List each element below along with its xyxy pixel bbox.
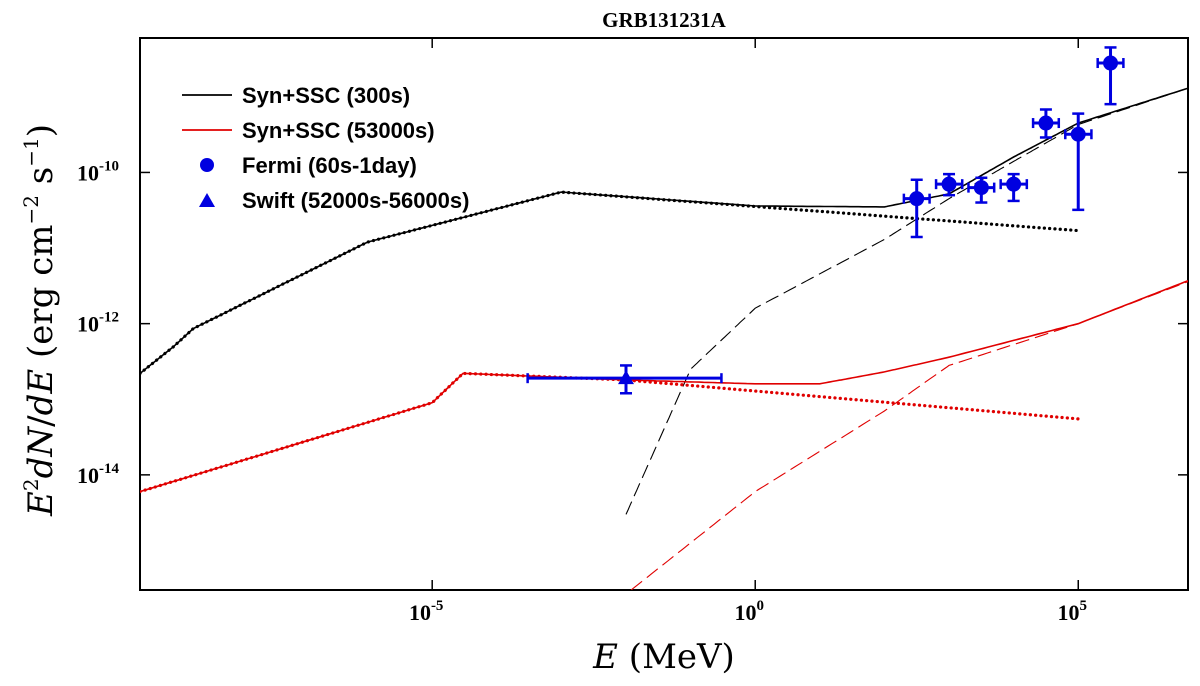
axis-ticks	[140, 38, 1188, 590]
legend-triangle-marker	[199, 193, 215, 207]
fermi-point	[1038, 115, 1054, 131]
model-curve	[625, 87, 1188, 515]
fermi-point	[1070, 126, 1086, 142]
chart-title: GRB131231A	[602, 8, 727, 32]
x-tick-exponent: 5	[1079, 598, 1087, 614]
model-curve	[140, 190, 1080, 375]
model-curve	[630, 281, 1188, 590]
legend-label: Syn+SSC (300s)	[242, 83, 410, 108]
fermi-point	[973, 180, 989, 196]
y-tick-exponent: -12	[99, 310, 119, 326]
swift-point	[618, 370, 635, 385]
x-tick-exponent: -5	[431, 598, 444, 614]
x-tick-label: 100	[734, 598, 764, 625]
legend: Syn+SSC (300s) Syn+SSC (53000s) Fermi (6…	[182, 83, 469, 213]
fermi-point	[909, 191, 925, 207]
model-curves	[140, 87, 1188, 590]
axis-tick-labels: 10-5 100 105 10-14 10-12 10-10	[77, 158, 1087, 625]
y-tick-label: 10-14	[77, 461, 119, 488]
legend-circle-marker	[200, 158, 214, 172]
y-tick-exponent: -10	[99, 158, 119, 174]
x-tick-label: 10-5	[409, 598, 444, 625]
x-tick-exponent: 0	[756, 598, 764, 614]
observed-points	[526, 46, 1125, 395]
model-curve	[140, 371, 1080, 494]
legend-label: Syn+SSC (53000s)	[242, 118, 435, 143]
plot-frame	[139, 37, 1189, 591]
fermi-point	[1006, 176, 1022, 192]
x-axis-label: E (MeV)	[592, 637, 735, 677]
y-tick-label: 10-12	[77, 310, 119, 337]
y-tick-exponent: -14	[99, 461, 119, 477]
y-axis-label: E2dN/dE (erg cm−2 s−1)	[19, 124, 61, 517]
x-tick-label: 105	[1057, 598, 1087, 625]
y-tick-label: 10-10	[77, 158, 119, 185]
legend-label: Swift (52000s-56000s)	[242, 188, 469, 213]
legend-label: Fermi (60s-1day)	[242, 153, 417, 178]
fermi-point	[941, 176, 957, 192]
fermi-point	[1103, 55, 1119, 71]
model-curve	[140, 279, 1188, 493]
